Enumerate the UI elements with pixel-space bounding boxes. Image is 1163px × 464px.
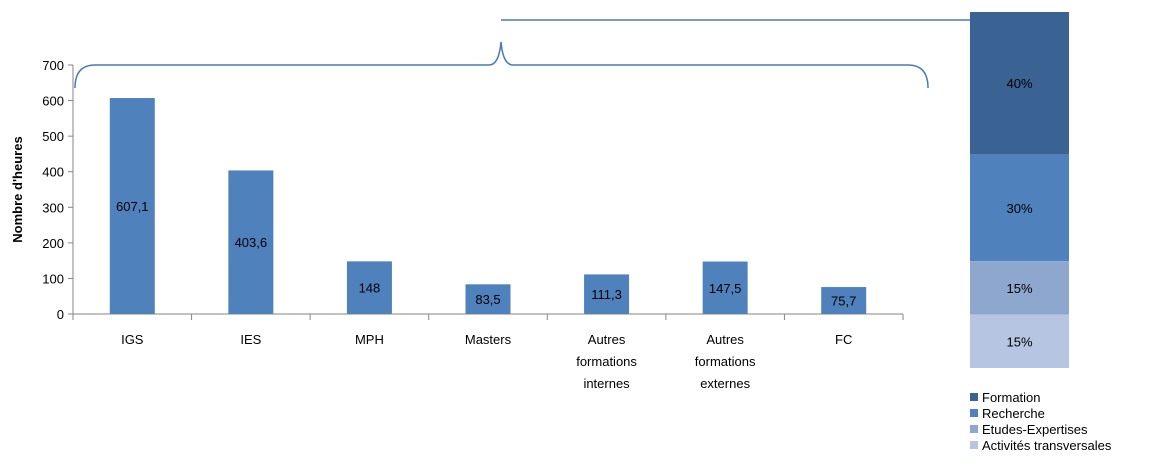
bar [821,287,867,314]
bars: 607,1 403,6 148 83,5 111,3 147,5 75,7 [109,98,867,314]
y-tick-label: 400 [42,165,64,180]
category-label: IES [240,332,261,347]
stack-segment-label: 40% [1006,76,1032,91]
category-label-line: Autres [588,332,626,347]
stack-segment [970,154,1069,262]
y-tick-label: 100 [42,271,64,286]
stacked-bar: 40% 30% 15% 15% [970,12,1069,368]
category-label: Masters [465,332,512,347]
legend-label: Etudes-Expertises [982,422,1088,437]
brace [74,41,929,89]
bar [346,261,392,314]
y-tick-label: 500 [42,129,64,144]
stack-segment [970,12,1069,155]
bar-value-label: 75,7 [831,294,856,309]
y-tick-label: 200 [42,236,64,251]
bracket-connector [74,19,970,89]
category-label: IGS [121,332,144,347]
stack-segment [970,261,1069,315]
legend-swatch [970,409,978,417]
legend-swatch [970,441,978,449]
y-tick-label: 0 [57,307,64,322]
bar-value-label: 111,3 [591,287,622,302]
bar [109,98,155,314]
bar-value-label: 83,5 [475,292,500,307]
axes: 0 100 200 300 400 500 600 700 Nombre d'heures IGS… [10,58,904,391]
legend-swatch [970,425,978,433]
stack-segment-label: 15% [1006,334,1032,349]
category-label-line: internes [583,376,630,391]
stack-segment-label: 15% [1006,281,1032,296]
category-label-line: IGS [121,332,144,347]
legend-label: Activités transversales [982,438,1112,453]
legend-swatch [970,393,978,401]
legend: FormationRechercheEtudes-ExpertisesActiv… [970,390,1112,453]
bar-value-label: 607,1 [116,199,149,214]
category-label-line: IES [240,332,261,347]
category-label-line: formations [695,354,756,369]
bar-value-label: 148 [359,281,381,296]
bar [584,274,630,314]
bar [228,170,274,314]
y-tick-label: 300 [42,200,64,215]
category-label: FC [835,332,852,347]
bar-value-label: 403,6 [235,235,268,250]
category-label-line: externes [700,376,750,391]
stack-segment [970,314,1069,368]
category-label: Autres formations internes [576,332,637,391]
category-label-line: Autres [706,332,744,347]
category-label-line: FC [835,332,852,347]
y-tick-label: 600 [42,94,64,109]
category-label-line: Masters [465,332,512,347]
y-tick-label: 700 [42,58,64,73]
category-label: Autres formations externes [695,332,756,391]
legend-label: Formation [982,390,1041,405]
bar [702,261,748,314]
legend-label: Recherche [982,406,1045,421]
category-label-line: formations [576,354,637,369]
stack-segment-label: 30% [1006,201,1032,216]
bar [465,284,511,314]
y-axis-title: Nombre d'heures [10,136,25,242]
category-label: MPH [355,332,384,347]
category-label-line: MPH [355,332,384,347]
bar-value-label: 147,5 [709,281,742,296]
